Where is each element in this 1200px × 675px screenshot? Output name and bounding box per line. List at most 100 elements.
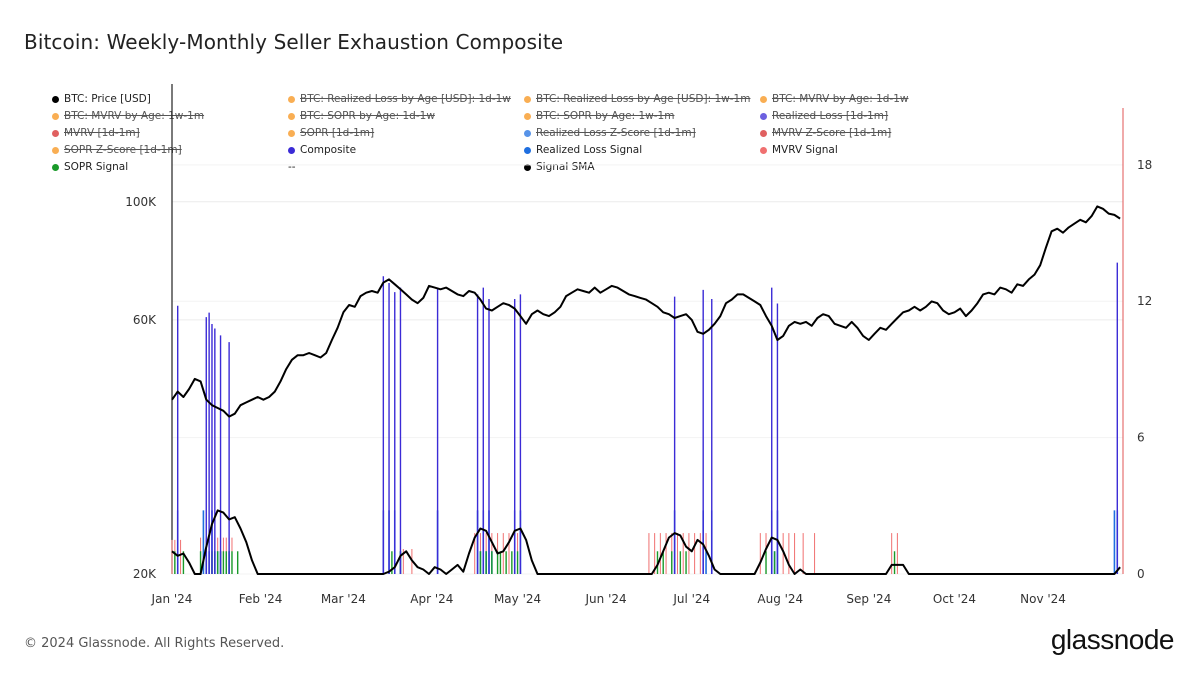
sopr-signal-bar <box>174 551 176 574</box>
legend-label: Composite <box>300 144 357 156</box>
legend-item-13[interactable]: SOPR Z-Score [1d-1m] <box>52 143 182 157</box>
mvrv-signal-bar <box>794 533 796 574</box>
mvrv-signal-bar <box>759 533 761 574</box>
sopr-signal-bar <box>231 551 233 574</box>
legend-dot <box>524 129 531 137</box>
legend-label: BTC: Realized Loss by Age [USD]: 1w-1m <box>536 93 751 105</box>
sopr-signal-bar <box>479 551 482 574</box>
mvrv-signal-bar <box>891 533 893 574</box>
sopr-signal-bar <box>236 551 239 574</box>
x-tick-label: Nov '24 <box>1020 592 1066 606</box>
x-tick-label: Aug '24 <box>757 592 803 606</box>
legend-dot <box>760 146 767 154</box>
chart-canvas: 20K 60K 100K 0 6 12 18 Jan '24 Feb '24 Mar '24 Apr… <box>125 84 1152 606</box>
legend-item-4[interactable]: BTC: MVRV by Age: 1d-1w <box>760 92 909 106</box>
y-right-tick-label: 0 <box>1137 567 1145 581</box>
chart-title: Bitcoin: Weekly-Monthly Seller Exhaustio… <box>24 30 564 54</box>
sopr-signal-bar <box>496 551 499 574</box>
legend-label: Realized Loss Z-Score [1d-1m] <box>536 127 696 139</box>
legend-item-10[interactable]: SOPR [1d-1m] <box>288 126 374 140</box>
legend-label: Realized Loss Signal <box>536 144 643 156</box>
realized-loss-signal-bar <box>705 551 707 574</box>
legend-label: MVRV [1d-1m] <box>64 127 140 139</box>
legend-item-3[interactable]: BTC: Realized Loss by Age [USD]: 1w-1m <box>524 92 750 106</box>
legend-dot <box>524 146 531 154</box>
mvrv-signal-bar <box>814 533 816 574</box>
sopr-signal-bar <box>225 551 227 574</box>
legend-dot <box>288 112 295 120</box>
legend-label: SOPR [1d-1m] <box>300 127 375 139</box>
legend-item-16[interactable]: MVRV Signal <box>760 143 838 157</box>
y-left-tick-label: 100K <box>125 195 157 209</box>
legend-item-9[interactable]: MVRV [1d-1m] <box>52 126 140 140</box>
mvrv-signal-bar <box>648 533 650 574</box>
y-left-tick-label: 20K <box>133 567 157 581</box>
legend-dot <box>52 163 59 171</box>
sopr-signal-bar <box>391 551 393 574</box>
sopr-signal-bar <box>773 551 776 574</box>
legend-item-6[interactable]: BTC: SOPR by Age: 1d-1w <box>288 109 435 123</box>
legend-item-14[interactable]: Composite <box>288 143 356 157</box>
mvrv-signal-bar <box>802 533 804 574</box>
mvrv-signal-bar <box>676 533 678 574</box>
mvrv-signal-bar <box>682 533 684 574</box>
legend-label: -- <box>288 161 296 173</box>
legend-dot <box>52 129 59 137</box>
legend-item-8[interactable]: Realized Loss [1d-1m] <box>760 109 888 123</box>
mvrv-signal-bar <box>180 539 182 574</box>
legend-item-19[interactable]: Signal SMA <box>524 160 595 174</box>
glassnode-logo: glassnode <box>1050 624 1175 655</box>
y-right-tick-label: 18 <box>1137 158 1152 172</box>
sopr-signal-bar <box>679 551 682 574</box>
mvrv-signal-bar <box>688 533 690 574</box>
x-tick-label: Jun '24 <box>585 592 627 606</box>
x-tick-label: Oct '24 <box>933 592 976 606</box>
sopr-signal-bar <box>199 551 202 574</box>
legend-label: BTC: Price [USD] <box>64 93 151 105</box>
legend-dot <box>524 95 531 103</box>
legend-item-5[interactable]: BTC: MVRV by Age: 1w-1m <box>52 109 204 123</box>
legend-dot <box>524 163 531 171</box>
legend-label: MVRV Z-Score [1d-1m] <box>772 127 892 139</box>
legend-item-7[interactable]: BTC: SOPR by Age: 1w-1m <box>524 109 674 123</box>
legend-item-1[interactable]: BTC: Price [USD] <box>52 92 151 106</box>
legend-dot <box>288 95 295 103</box>
mvrv-signal-bar <box>402 548 404 574</box>
legend-dot <box>524 112 531 120</box>
y-left-tick-label: 60K <box>133 313 157 327</box>
x-tick-label: Jan '24 <box>151 592 193 606</box>
sopr-signal-bar <box>491 551 493 574</box>
x-tick-label: Feb '24 <box>239 592 283 606</box>
sopr-signal-bar <box>671 551 673 574</box>
legend-item-11[interactable]: Realized Loss Z-Score [1d-1m] <box>524 126 696 140</box>
legend-item-18[interactable]: -- <box>288 160 296 174</box>
mvrv-signal-bar <box>474 533 476 574</box>
sopr-signal-bar <box>662 551 664 574</box>
legend-label: BTC: SOPR by Age: 1w-1m <box>536 110 675 122</box>
legend-item-15[interactable]: Realized Loss Signal <box>524 143 642 157</box>
legend-item-17[interactable]: SOPR Signal <box>52 160 128 174</box>
mvrv-signal-bar <box>694 533 696 574</box>
legend-item-2[interactable]: BTC: Realized Loss by Age [USD]: 1d-1w <box>288 92 511 106</box>
realized-loss-signal-bar <box>202 510 205 574</box>
legend-dot <box>760 129 767 137</box>
mvrv-signal-bar <box>659 533 661 574</box>
legend-label: BTC: MVRV by Age: 1w-1m <box>64 110 205 122</box>
legend-dot <box>760 95 767 103</box>
mvrv-signal-bar <box>502 533 504 574</box>
sopr-signal-bar <box>516 551 519 574</box>
legend-label: BTC: SOPR by Age: 1d-1w <box>300 110 435 122</box>
mvrv-signal-bar <box>508 533 510 574</box>
legend-dot <box>760 112 767 120</box>
legend-dot <box>52 146 59 154</box>
copyright-footer: © 2024 Glassnode. All Rights Reserved. <box>24 636 285 651</box>
sopr-signal-bar <box>485 551 487 574</box>
legend-dot <box>288 129 295 137</box>
legend-item-12[interactable]: MVRV Z-Score [1d-1m] <box>760 126 891 140</box>
signal-sma-line <box>171 509 1121 575</box>
y-right-tick-label: 12 <box>1137 294 1152 308</box>
legend-label: SOPR Z-Score [1d-1m] <box>64 144 182 156</box>
legend-label: Signal SMA <box>536 161 595 173</box>
x-tick-label: Jul '24 <box>672 592 710 606</box>
legend-dot <box>52 112 59 120</box>
